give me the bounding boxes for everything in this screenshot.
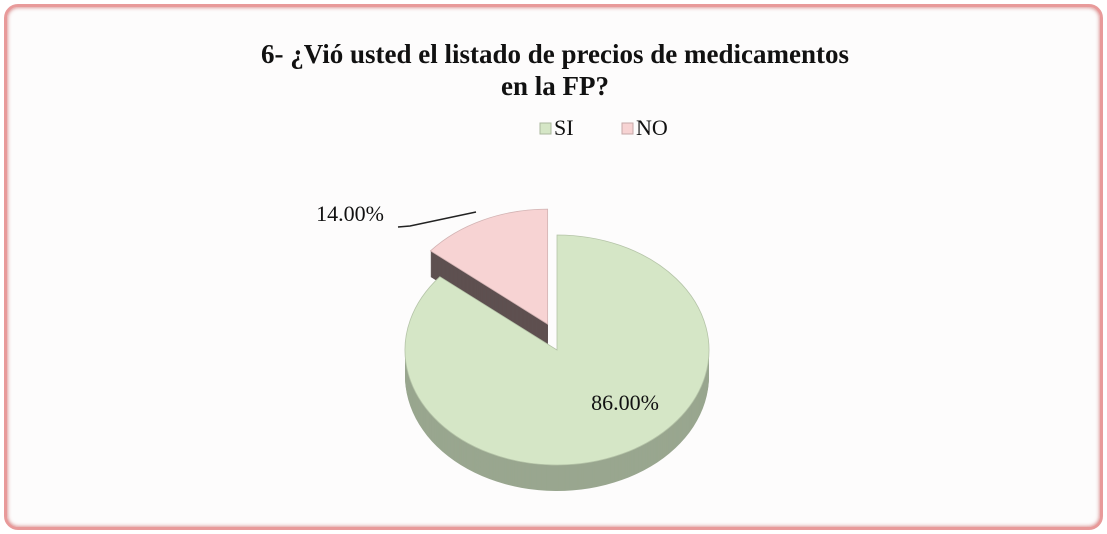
pie-slice bbox=[429, 208, 549, 351]
legend-label: SI bbox=[554, 115, 574, 140]
legend-swatch bbox=[539, 122, 552, 135]
legend-label: NO bbox=[636, 115, 668, 140]
pie-top bbox=[429, 208, 549, 325]
leader-line bbox=[397, 211, 477, 228]
data-label: 14.00% bbox=[316, 201, 384, 226]
legend-swatch bbox=[621, 122, 634, 135]
data-label: 86.00% bbox=[591, 390, 659, 415]
pie-top bbox=[404, 234, 710, 466]
chart-title: 6- ¿Vió usted el listado de precios de m… bbox=[261, 39, 849, 101]
pie-slice bbox=[404, 234, 710, 491]
